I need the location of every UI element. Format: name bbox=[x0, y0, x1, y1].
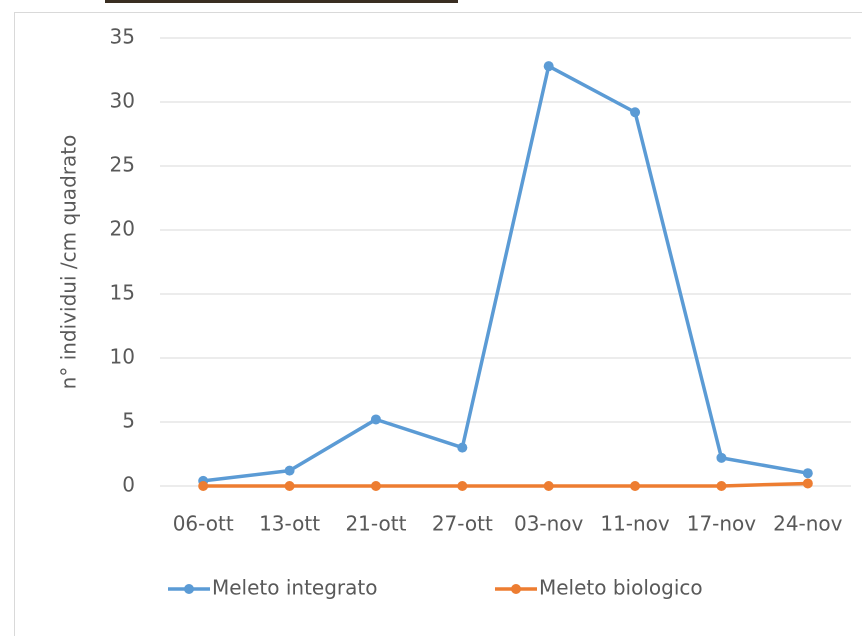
data-point bbox=[371, 481, 381, 491]
x-tick-label: 13-ott bbox=[259, 512, 320, 536]
cropped-image bbox=[105, 0, 458, 3]
legend-label: Meleto integrato bbox=[212, 576, 378, 600]
y-tick-label: 30 bbox=[110, 89, 135, 113]
x-tick-label: 11-nov bbox=[600, 512, 670, 536]
data-point bbox=[803, 478, 813, 488]
x-tick-label: 21-ott bbox=[345, 512, 406, 536]
y-tick-label: 5 bbox=[122, 409, 135, 433]
x-tick-label: 06-ott bbox=[173, 512, 234, 536]
y-tick-label: 0 bbox=[122, 473, 135, 497]
data-point bbox=[630, 107, 640, 117]
data-point bbox=[544, 481, 554, 491]
x-tick-label: 17-nov bbox=[687, 512, 757, 536]
y-axis-label: n° individui /cm quadrato bbox=[57, 135, 81, 390]
x-tick-label: 24-nov bbox=[773, 512, 843, 536]
data-point bbox=[457, 443, 467, 453]
y-tick-label: 15 bbox=[110, 281, 135, 305]
data-point bbox=[198, 481, 208, 491]
data-point bbox=[803, 468, 813, 478]
series-line bbox=[203, 66, 808, 481]
x-tick-label: 03-nov bbox=[514, 512, 584, 536]
y-tick-label: 35 bbox=[110, 25, 135, 49]
chart: n° individui /cm quadrato 0 5 10 15 20 25 30 35… bbox=[0, 0, 862, 636]
y-tick-label: 10 bbox=[110, 345, 135, 369]
data-point bbox=[716, 453, 726, 463]
data-point bbox=[544, 61, 554, 71]
data-point bbox=[285, 466, 295, 476]
data-point bbox=[285, 481, 295, 491]
y-tick-label: 20 bbox=[110, 217, 135, 241]
x-tick-label: 27-ott bbox=[432, 512, 493, 536]
y-tick-label: 25 bbox=[110, 153, 135, 177]
legend-marker bbox=[511, 584, 521, 594]
data-point bbox=[371, 414, 381, 424]
legend-label: Meleto biologico bbox=[539, 576, 703, 600]
chart-border bbox=[15, 13, 862, 636]
data-point bbox=[630, 481, 640, 491]
data-point bbox=[457, 481, 467, 491]
legend-marker bbox=[184, 584, 194, 594]
data-point bbox=[716, 481, 726, 491]
